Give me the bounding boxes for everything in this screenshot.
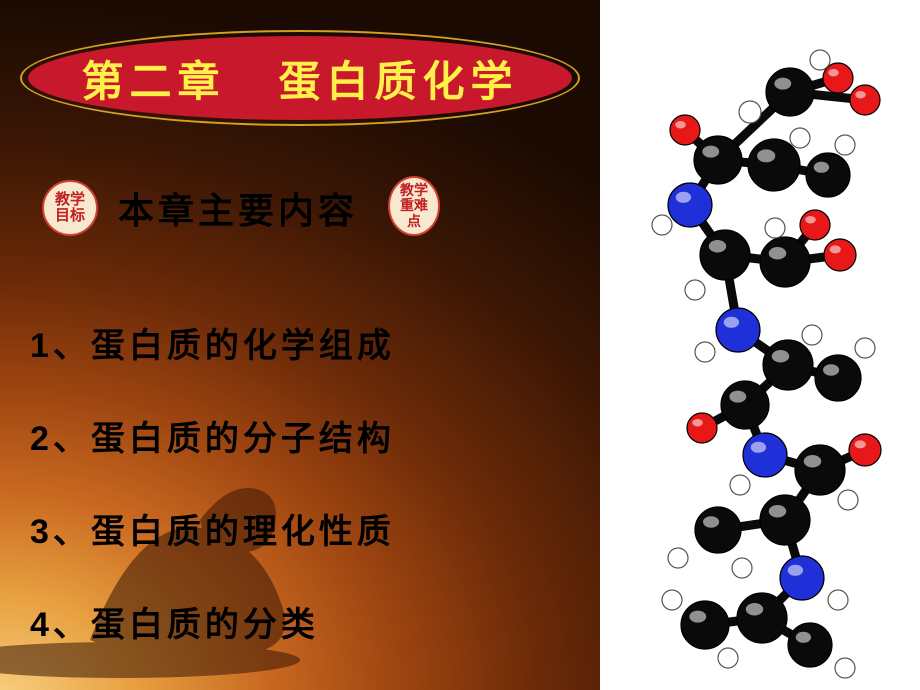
- molecule-panel: [600, 0, 920, 690]
- list-item-number: 1: [30, 327, 53, 365]
- list-item: 1、蛋白质的化学组成: [30, 318, 395, 367]
- list-item-text: 蛋白质的分子结构: [91, 420, 395, 458]
- list-item-text: 蛋白质的理化性质: [91, 513, 395, 551]
- list-item-text: 蛋白质的分类: [91, 606, 319, 644]
- content-list: 1、蛋白质的化学组成 2、蛋白质的分子结构 3、蛋白质的理化性质 4、蛋白质的分…: [30, 318, 395, 690]
- list-item-text: 蛋白质的化学组成: [91, 327, 395, 365]
- list-item-number: 3: [30, 513, 53, 551]
- section-heading: 本章主要内容: [118, 182, 358, 234]
- list-item-sep: 、: [53, 606, 91, 644]
- list-item: 3、蛋白质的理化性质: [30, 504, 395, 553]
- title-ellipse-fill: 第二章 蛋白质化学: [28, 36, 572, 120]
- list-item-number: 4: [30, 606, 53, 644]
- list-item-sep: 、: [53, 327, 91, 365]
- list-item: 4、蛋白质的分类: [30, 597, 395, 646]
- chapter-title-text: 第二章 蛋白质化学: [81, 48, 518, 109]
- badge-left-text: 教学目标: [48, 192, 92, 225]
- badge-key-points: 教学重难点: [388, 176, 440, 236]
- badge-right-text: 教学重难点: [394, 183, 434, 229]
- list-item-sep: 、: [53, 420, 91, 458]
- list-item-sep: 、: [53, 513, 91, 551]
- badge-teaching-objectives: 教学目标: [42, 180, 98, 236]
- protein-molecule-diagram: [600, 30, 920, 690]
- list-item-number: 2: [30, 420, 53, 458]
- chapter-title-banner: 第二章 蛋白质化学: [20, 30, 580, 130]
- list-item: 2、蛋白质的分子结构: [30, 411, 395, 460]
